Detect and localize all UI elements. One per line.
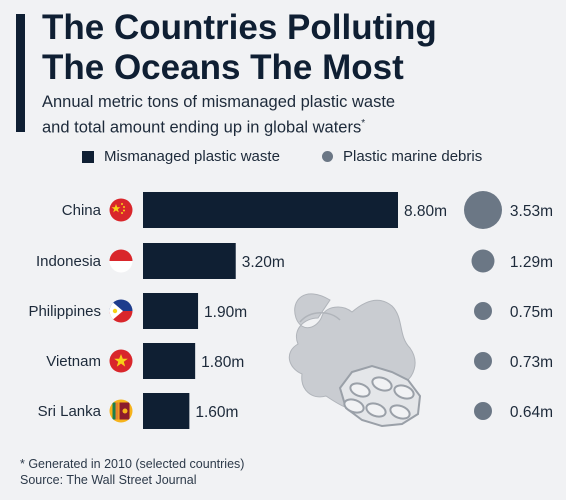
debris-value-label: 1.29m	[510, 254, 553, 271]
debris-dot	[471, 249, 495, 273]
footnote-note: * Generated in 2010 (selected countries)	[20, 457, 245, 471]
debris-dot	[474, 402, 492, 420]
philippines-flag-icon	[109, 299, 133, 323]
title-line-1: The Countries Polluting	[42, 8, 437, 47]
footnote: * Generated in 2010 (selected countries)…	[20, 456, 244, 488]
legend-item-debris: Plastic marine debris	[322, 148, 482, 165]
six-pack-rings-illustration-icon	[338, 364, 422, 428]
debris-value-label: 3.53m	[510, 203, 553, 220]
waste-bar	[143, 243, 236, 279]
waste-value-label: 1.80m	[201, 354, 244, 371]
debris-dot	[474, 352, 492, 370]
legend: Mismanaged plastic waste Plastic marine …	[0, 148, 566, 168]
legend-item-waste: Mismanaged plastic waste	[82, 148, 280, 165]
legend-bar-label: Mismanaged plastic waste	[104, 148, 280, 165]
debris-dot	[464, 191, 502, 229]
debris-value-label: 0.75m	[510, 304, 553, 321]
subtitle-footnote-marker: *	[361, 118, 366, 129]
sri-lanka-flag-icon	[109, 399, 133, 423]
waste-bar	[143, 192, 398, 228]
subtitle-line-1: Annual metric tons of mismanaged plastic…	[42, 93, 396, 111]
china-flag-icon	[109, 198, 133, 222]
debris-dot	[474, 302, 492, 320]
legend-dot-label: Plastic marine debris	[343, 148, 483, 165]
waste-value-label: 1.90m	[204, 304, 247, 321]
indonesia-flag-icon	[109, 249, 133, 273]
waste-value-label: 1.60m	[195, 404, 238, 421]
debris-value-label: 0.64m	[510, 404, 553, 421]
waste-value-label: 3.20m	[242, 254, 285, 271]
chart-title: The Countries Polluting The Oceans The M…	[42, 8, 437, 88]
waste-value-label: 8.80m	[404, 203, 447, 220]
title-line-2: The Oceans The Most	[42, 48, 404, 87]
category-label: Indonesia	[36, 253, 102, 270]
footnote-source: Source: The Wall Street Journal	[20, 473, 197, 487]
waste-bar	[143, 393, 190, 429]
chart-subtitle: Annual metric tons of mismanaged plastic…	[42, 92, 522, 139]
category-label: Vietnam	[46, 353, 101, 370]
waste-bar	[143, 343, 196, 379]
subtitle-line-2: and total amount ending up in global wat…	[42, 118, 362, 137]
category-label: Sri Lanka	[38, 403, 102, 420]
title-accent-bar	[16, 14, 25, 132]
debris-value-label: 0.73m	[510, 354, 553, 371]
category-label: China	[62, 202, 102, 219]
waste-bar	[143, 293, 199, 329]
category-label: Philippines	[28, 303, 101, 320]
legend-dot-swatch	[322, 151, 333, 162]
vietnam-flag-icon	[109, 349, 133, 373]
legend-bar-swatch	[82, 150, 94, 163]
